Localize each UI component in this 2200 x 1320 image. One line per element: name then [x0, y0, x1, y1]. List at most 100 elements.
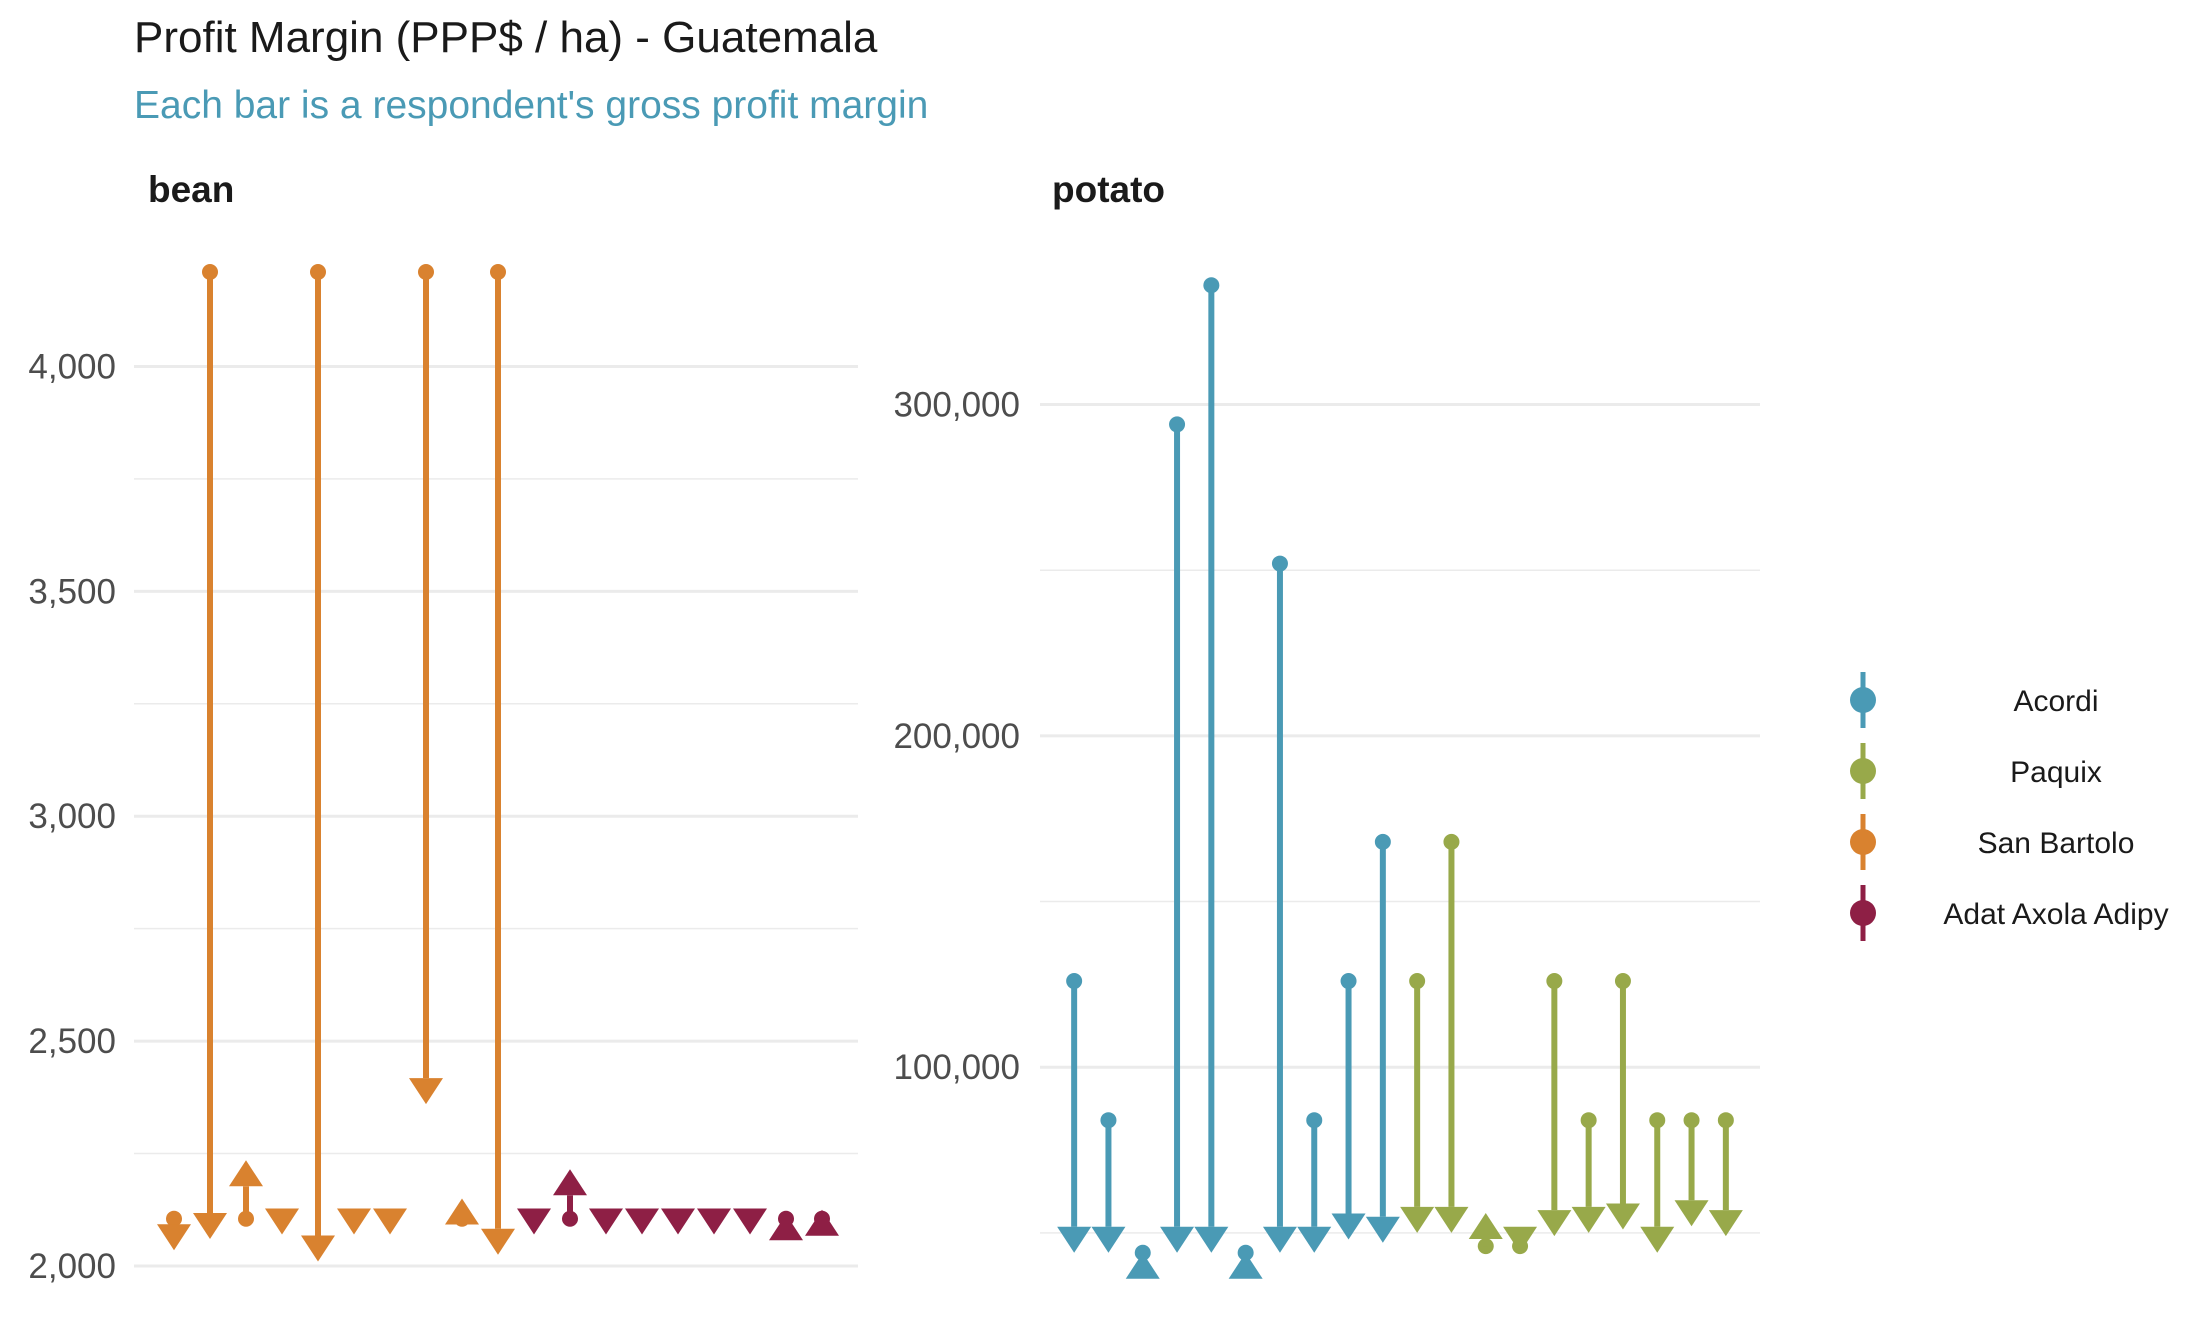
arrow-bar [229, 1160, 263, 1227]
y-tick-label: 3,000 [28, 797, 116, 836]
arrow-head-down [265, 1208, 299, 1235]
arrow-head-down [1091, 1226, 1126, 1253]
arrow-head-down [625, 1208, 659, 1235]
arrow-bar [1708, 1112, 1743, 1237]
arrow-head-down [733, 1208, 767, 1235]
arrow-head-down [1640, 1226, 1675, 1253]
arrow-bar [661, 1208, 695, 1235]
chart-title: Profit Margin (PPP$ / ha) - Guatemala [134, 13, 878, 62]
arrow-head-down [1160, 1226, 1195, 1253]
arrow-bar [1400, 973, 1435, 1233]
arrow-bar [1434, 833, 1469, 1233]
legend-label: Paquix [2010, 756, 2102, 789]
legend-label: Acordi [2013, 685, 2098, 718]
arrow-head-down [1400, 1206, 1435, 1233]
arrow-head-down [1331, 1213, 1366, 1240]
arrow-head-down [661, 1208, 695, 1235]
y-tick-label: 3,500 [28, 572, 116, 611]
arrow-head-down [157, 1224, 191, 1251]
y-tick-label: 300,000 [893, 386, 1020, 425]
arrow-head-down [373, 1208, 407, 1235]
arrow-bar [1571, 1112, 1606, 1233]
facet-panel-bean: bean 2,000 2,500 3,000 3,500 4,000 [28, 169, 858, 1286]
legend-key-point [1850, 829, 1876, 855]
arrow-bar [1537, 973, 1572, 1237]
y-tick-label: 100,000 [893, 1048, 1020, 1087]
arrow-head-down [1297, 1226, 1332, 1253]
arrow-bar [769, 1210, 803, 1241]
arrow-head-down [1708, 1210, 1743, 1237]
arrow-head-down [301, 1235, 335, 1262]
arrow-head-down [1571, 1206, 1606, 1233]
arrow-bar [625, 1208, 659, 1235]
arrow-bar [193, 264, 227, 1240]
arrow-bar [1331, 973, 1366, 1240]
arrow-head-down [1057, 1226, 1092, 1253]
legend-item: Acordi [1850, 672, 2099, 728]
arrow-head-down [1674, 1200, 1709, 1227]
arrow-head-down [1537, 1210, 1572, 1237]
arrow-bar [1125, 1244, 1160, 1279]
arrow-bar [481, 264, 515, 1255]
legend-item: Adat Axola Adipy [1850, 885, 2169, 941]
arrow-head-down [1262, 1226, 1297, 1253]
arrow-head-down [1194, 1226, 1229, 1253]
arrow-bar [805, 1209, 839, 1236]
arrow-head-up [1228, 1252, 1263, 1279]
arrow-bar [373, 1208, 407, 1235]
arrow-bar [409, 264, 443, 1105]
arrow-bar [1228, 1244, 1263, 1279]
legend-label: Adat Axola Adipy [1943, 898, 2168, 931]
arrow-bar [1091, 1112, 1126, 1253]
y-tick-label: 2,500 [28, 1022, 116, 1061]
arrow-head-down [589, 1208, 623, 1235]
arrow-bar [1503, 1226, 1538, 1255]
arrow-head-up [1468, 1212, 1503, 1239]
arrow-bar [1297, 1112, 1332, 1253]
y-tick-label: 200,000 [893, 717, 1020, 756]
facet-panel-potato: potato 100,000 200,000 300,000 [893, 169, 1760, 1279]
legend-key-point [1850, 900, 1876, 926]
arrow-bar [265, 1208, 299, 1235]
arrow-head-up [553, 1169, 587, 1196]
arrow-bar [589, 1208, 623, 1235]
arrow-bar [1468, 1212, 1503, 1255]
arrow-head-down [697, 1208, 731, 1235]
arrow-bar [1605, 973, 1640, 1230]
arrow-head-down [1434, 1206, 1469, 1233]
arrow-bar [301, 264, 335, 1262]
arrow-bar [1160, 416, 1195, 1253]
arrow-head-down [481, 1228, 515, 1255]
arrow-bar [157, 1210, 191, 1251]
arrow-head-down [337, 1208, 371, 1235]
arrow-head-down [1365, 1216, 1400, 1243]
arrow-head-down [1503, 1226, 1538, 1253]
arrow-head-up [769, 1214, 803, 1241]
y-tick-label: 2,000 [28, 1247, 116, 1286]
arrow-bar [337, 1208, 371, 1235]
arrow-head-down [409, 1078, 443, 1105]
legend-key-point [1850, 758, 1876, 784]
arrow-bar [733, 1208, 767, 1235]
facet-label: bean [148, 169, 234, 210]
legend-key-point [1850, 687, 1876, 713]
arrow-bar [1365, 833, 1400, 1243]
legend-item: Paquix [1850, 743, 2102, 799]
arrow-bar [553, 1169, 587, 1227]
facet-label: potato [1052, 169, 1165, 210]
arrow-bar [445, 1198, 479, 1227]
legend-item: San Bartolo [1850, 814, 2134, 870]
chart-subtitle: Each bar is a respondent's gross profit … [134, 84, 928, 127]
y-tick-label: 4,000 [28, 347, 116, 386]
arrow-head-up [805, 1209, 839, 1236]
arrow-bar [1640, 1112, 1675, 1253]
arrow-head-up [1125, 1252, 1160, 1279]
arrow-bar [517, 1208, 551, 1235]
arrow-head-down [517, 1208, 551, 1235]
legend-label: San Bartolo [1978, 827, 2135, 860]
arrow-bar [1057, 973, 1092, 1253]
legend: Acordi Paquix San Bartolo Adat Axola Adipy [1850, 672, 2169, 941]
arrow-head-down [193, 1213, 227, 1240]
arrow-bar [1674, 1112, 1709, 1227]
